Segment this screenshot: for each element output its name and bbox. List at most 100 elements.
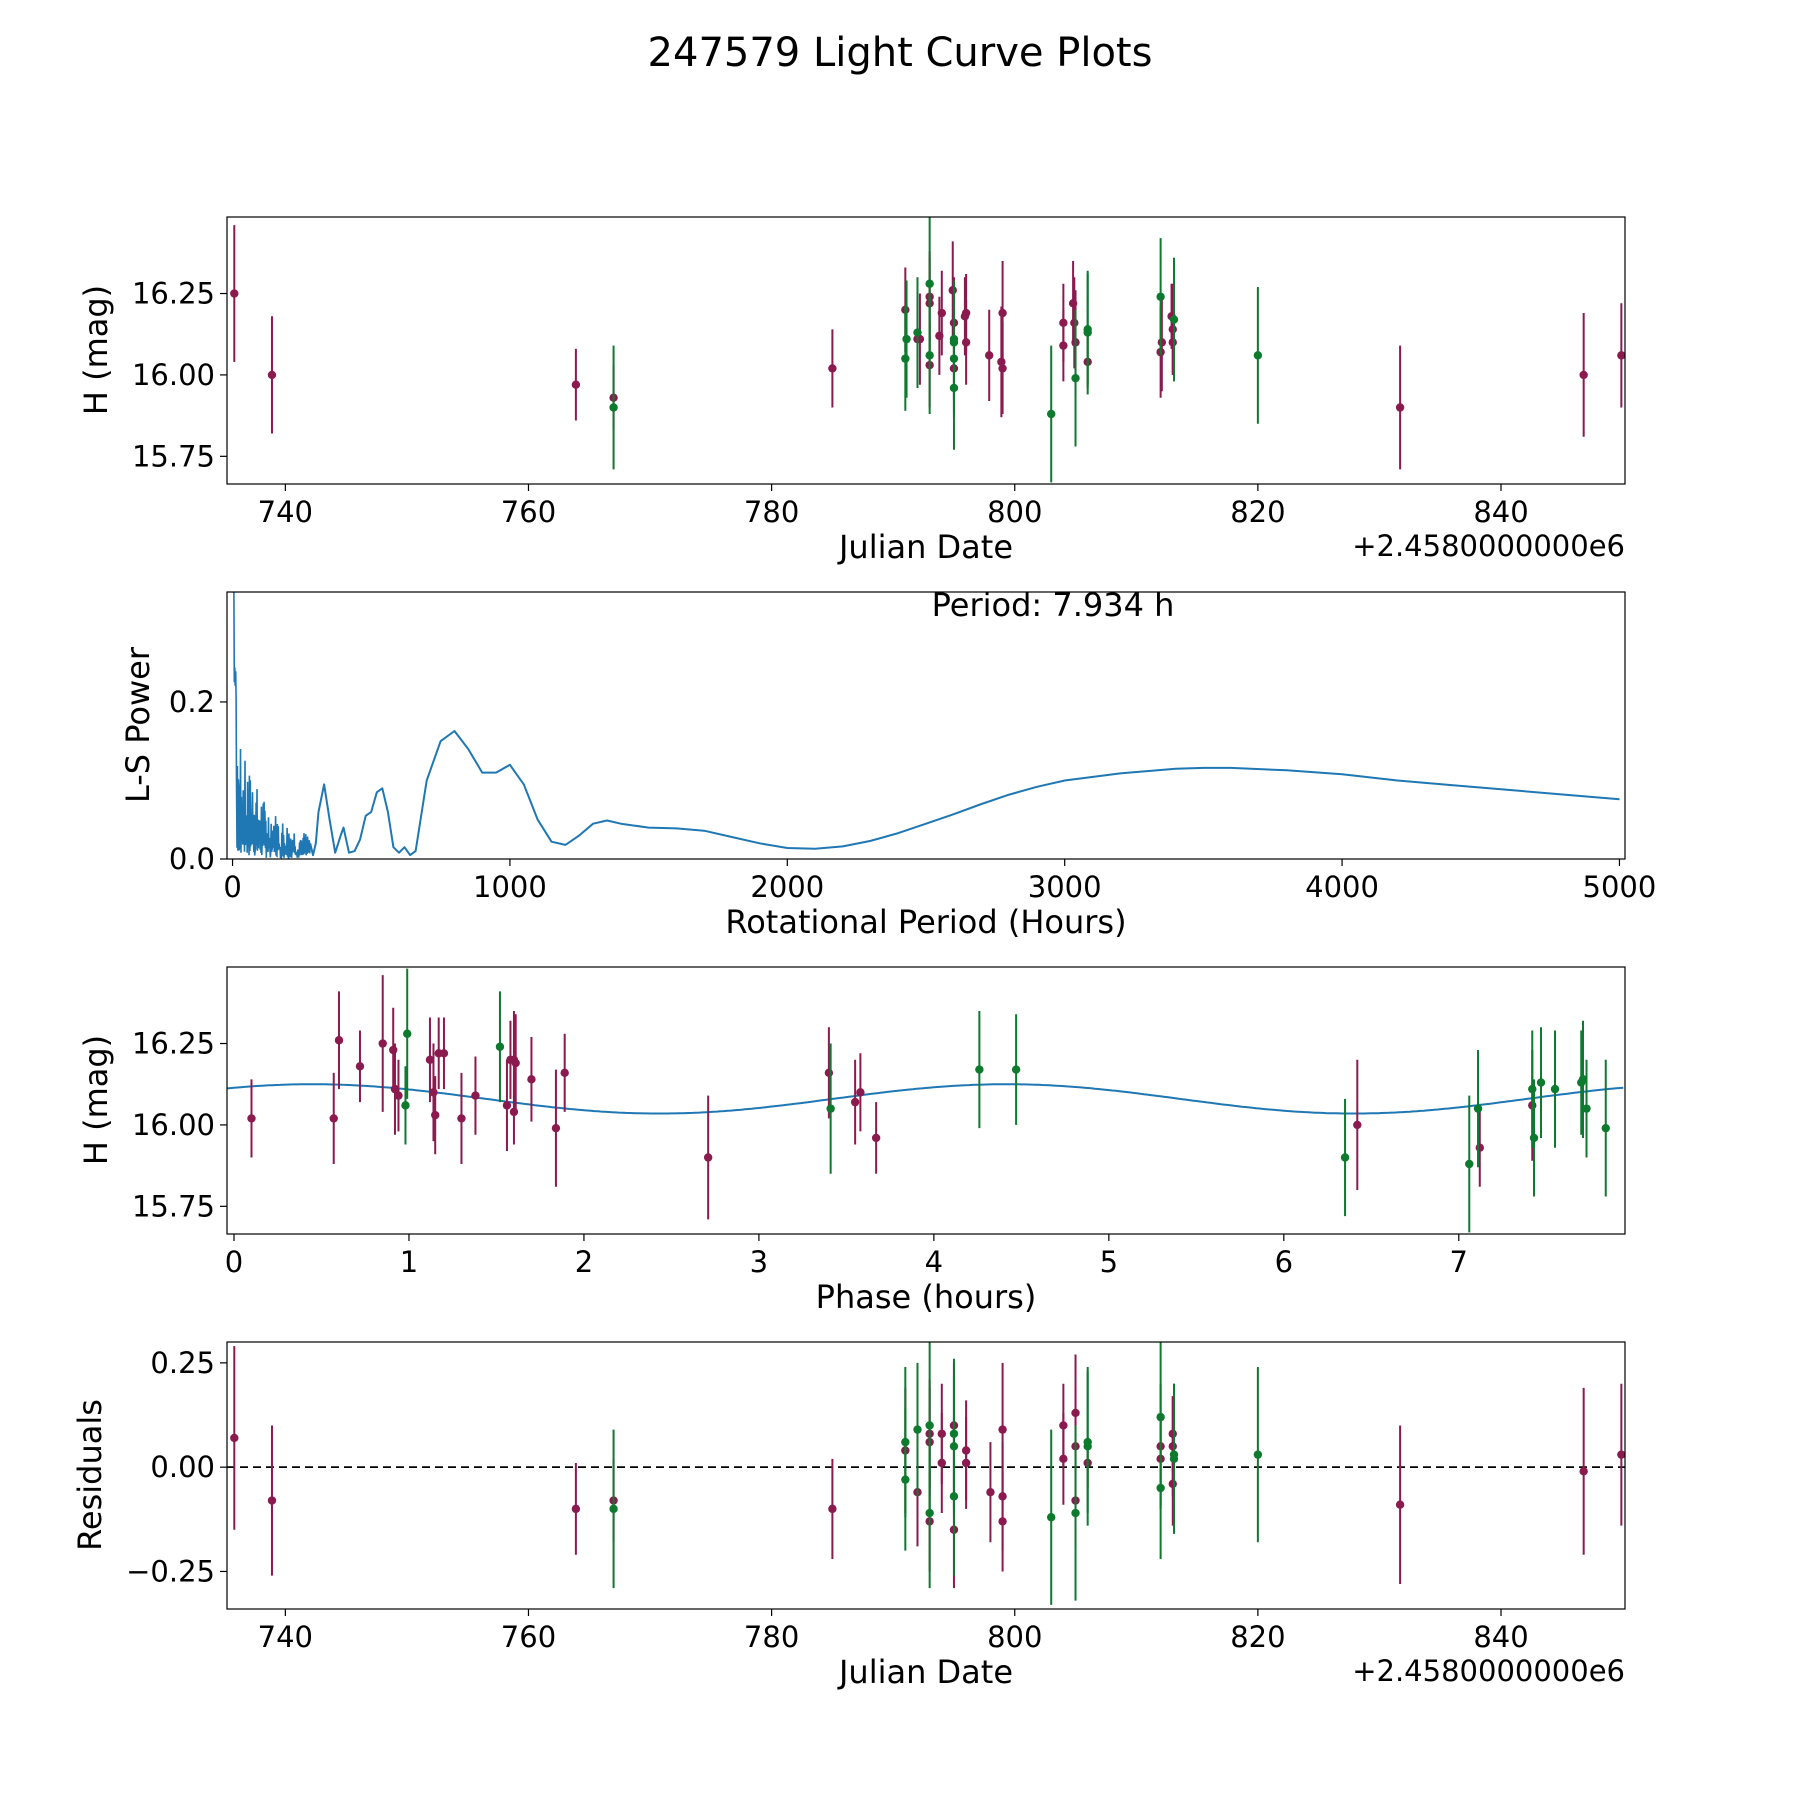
residuals-xtick-label: 740 (258, 1620, 313, 1654)
phased-ytick-label: 16.25 (132, 1027, 215, 1061)
phased-ytick-label: 16.00 (132, 1108, 215, 1142)
phased-point-green (1601, 1123, 1610, 1133)
phased-point-green (1011, 1065, 1021, 1074)
residuals-ytick-label: 0.25 (150, 1346, 215, 1380)
periodogram-plot-area (232, 592, 1620, 859)
phased-point-maroon (390, 1084, 400, 1094)
residuals-point-green (925, 1508, 934, 1518)
lightcurve-point-maroon (1395, 403, 1405, 412)
phased-point-green (1529, 1133, 1539, 1143)
lightcurve-point-green (609, 403, 618, 412)
phased-point-maroon (1353, 1120, 1362, 1130)
phased-point-green (1473, 1104, 1483, 1113)
phased-point-maroon (511, 1058, 520, 1068)
phased-point-green (495, 1042, 505, 1051)
phased-point-maroon (429, 1088, 438, 1097)
phased-point-maroon (425, 1055, 435, 1064)
phased-xtick-label: 3 (750, 1245, 768, 1279)
residuals-point-maroon (1059, 1454, 1068, 1464)
phased-xtick-label: 5 (1100, 1245, 1118, 1279)
lightcurve-point-green (925, 279, 934, 288)
residuals-point-green (1169, 1450, 1179, 1459)
residuals-point-maroon (1579, 1467, 1588, 1476)
residuals-point-green (925, 1421, 934, 1430)
lightcurve-point-maroon (828, 364, 837, 373)
periodogram-xlabel: Rotational Period (Hours) (725, 903, 1126, 941)
periodogram-xtick-label: 5000 (1583, 870, 1657, 904)
residuals-point-maroon (828, 1504, 837, 1514)
residuals-point-maroon (1617, 1450, 1625, 1459)
residuals-ytick-label: 0.00 (150, 1450, 215, 1484)
residuals-point-maroon (998, 1425, 1007, 1434)
lightcurve-point-maroon (1579, 370, 1588, 380)
periodogram-xtick-label: 4000 (1305, 870, 1379, 904)
lightcurve-point-maroon (230, 289, 239, 298)
phased-ytick-label: 15.75 (132, 1189, 215, 1223)
residuals-xtick-label: 820 (1230, 1620, 1285, 1654)
phased-xtick-label: 4 (925, 1245, 943, 1279)
residuals-point-green (1083, 1437, 1092, 1447)
phased-point-maroon (457, 1114, 466, 1123)
lightcurve-point-maroon (1168, 338, 1177, 347)
lightcurve-ytick-label: 15.75 (132, 439, 215, 473)
phased-marks (227, 968, 1624, 1233)
residuals-point-maroon (961, 1458, 971, 1468)
phased-point-maroon (527, 1075, 536, 1084)
phased-point-green (1582, 1104, 1591, 1113)
lightcurve-point-maroon (1070, 318, 1079, 328)
phased-point-maroon (355, 1062, 365, 1071)
lightcurve-point-maroon (937, 308, 947, 318)
lightcurve-point-maroon (985, 351, 994, 360)
periodogram-xtick-label: 0 (223, 870, 241, 904)
figure-title: 247579 Light Curve Plots (648, 30, 1153, 76)
panel-phased: 0 1 2 3 4 5 6 7 15.75 16.00 16.25 Phase (hours) H… (77, 966, 1626, 1316)
periodogram-yticks: 0.0 0.2 (169, 685, 227, 876)
residuals-point-maroon (937, 1458, 947, 1468)
lightcurve-frame (226, 216, 1626, 485)
phased-xtick-label: 0 (225, 1245, 243, 1279)
residuals-point-maroon (267, 1496, 277, 1505)
periodogram-noise-line (232, 592, 311, 859)
lightcurve-ytick-label: 16.00 (132, 358, 215, 392)
lightcurve-point-maroon (998, 308, 1007, 318)
lightcurve-point-green (1169, 315, 1179, 324)
phased-point-maroon (703, 1153, 713, 1162)
lightcurve-yticks: 15.75 16.00 16.25 (132, 277, 227, 473)
residuals-point-green (901, 1475, 910, 1484)
residuals-xticks: 740 760 780 800 820 840 (258, 1609, 1529, 1654)
periodogram-ylabel: L-S Power (119, 646, 157, 803)
phased-xticks: 0 1 2 3 4 5 6 7 (225, 1234, 1468, 1279)
lightcurve-plot-area (230, 217, 1625, 483)
lightcurve-point-green (925, 351, 934, 360)
phased-point-green (1340, 1153, 1350, 1162)
residuals-point-green (1071, 1508, 1080, 1518)
lightcurve-point-green (1083, 325, 1092, 334)
residuals-xlabel: Julian Date (837, 1653, 1013, 1691)
phased-point-maroon (389, 1045, 398, 1055)
phased-point-maroon (551, 1123, 561, 1133)
phased-point-green (1528, 1084, 1537, 1094)
lightcurve-ytick-label: 16.25 (132, 277, 215, 311)
phased-point-maroon (471, 1091, 480, 1100)
lightcurve-point-maroon (1059, 341, 1068, 350)
residuals-point-maroon (1168, 1479, 1177, 1489)
lightcurve-point-green (902, 334, 911, 344)
residuals-point-maroon (998, 1517, 1007, 1526)
phased-xtick-label: 6 (1275, 1245, 1293, 1279)
phased-point-maroon (334, 1036, 344, 1045)
lightcurve-point-maroon (1157, 338, 1167, 347)
periodogram-xtick-label: 2000 (750, 870, 824, 904)
residuals-point-green (1156, 1483, 1165, 1493)
periodogram-ytick-label: 0.2 (169, 685, 215, 719)
residuals-xtick-label: 800 (987, 1620, 1042, 1654)
phased-point-maroon (394, 1091, 403, 1100)
lightcurve-point-maroon (571, 380, 581, 389)
residuals-frame (226, 1341, 1626, 1610)
panel-residuals: 740 760 780 800 820 840 −0.25 0.00 0.25 Julian … (71, 1341, 1626, 1691)
lightcurve-xtick-label: 760 (501, 495, 556, 529)
residuals-ytick-label: −0.25 (126, 1554, 215, 1588)
lightcurve-offset-label: +2.4580000000e6 (1352, 529, 1625, 563)
lightcurve-marks (230, 217, 1625, 483)
lightcurve-xticks: 740 760 780 800 820 840 (258, 484, 1529, 529)
